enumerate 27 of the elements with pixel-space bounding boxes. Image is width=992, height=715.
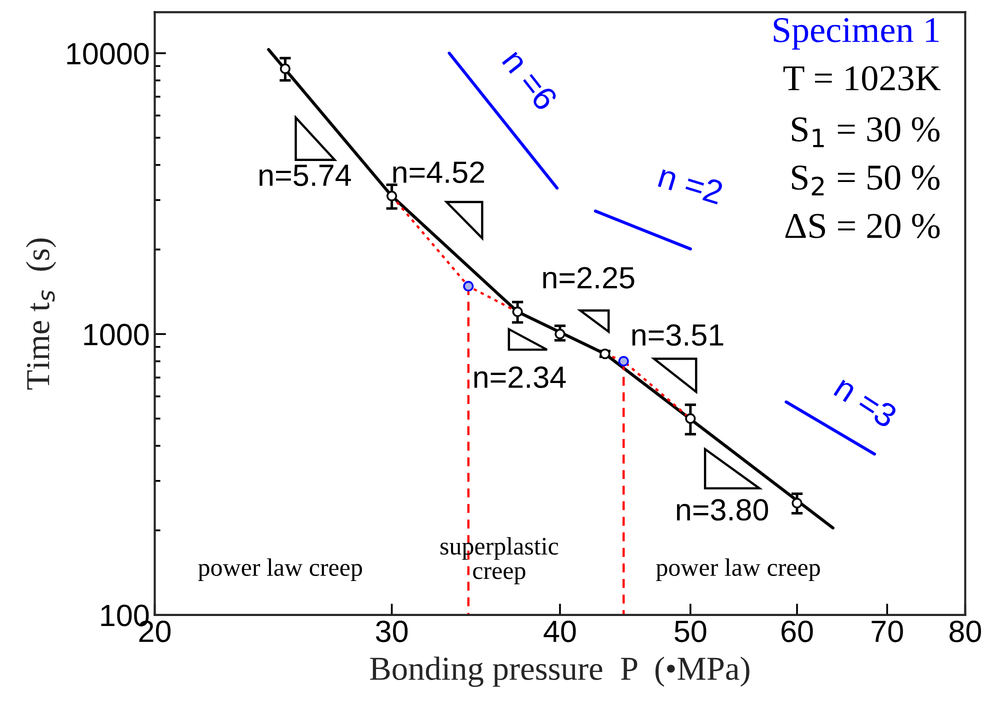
- x-tick-label: 60: [782, 620, 813, 642]
- x-tick-label: 50: [674, 620, 706, 642]
- annotation: n=5.74: [260, 164, 351, 186]
- annotation: n=2.25: [543, 266, 634, 289]
- annotation: T = 1023K: [783, 66, 941, 91]
- annotation: ΔS = 20 %: [785, 214, 940, 238]
- annotation: power law creep: [656, 558, 820, 582]
- annotation: superplastic creep: [440, 537, 558, 584]
- annotation: Specimen 1: [774, 18, 939, 50]
- y-tick-label: 10000: [67, 42, 149, 65]
- y-tick-label: 1000: [84, 324, 149, 346]
- annotation: n=2.34: [474, 366, 566, 388]
- x-axis-title: Bonding pressure P (•MPa): [370, 656, 750, 687]
- annotation: n =2: [658, 164, 724, 204]
- annotation: S$_{1}$ = 30 %: [792, 117, 940, 148]
- x-tick-label: 30: [376, 620, 408, 642]
- annotation: S$_{2}$ = 50 %: [792, 165, 940, 196]
- annotation: n=3.51: [632, 324, 724, 346]
- x-tick-label: 40: [544, 620, 576, 642]
- annotation: n=4.52: [393, 161, 484, 184]
- x-tick-label: 70: [872, 620, 903, 642]
- annotation: n =3: [833, 374, 898, 429]
- x-tick-label: 80: [950, 620, 982, 642]
- annotation: power law creep: [198, 558, 362, 582]
- annotation: n =6: [502, 48, 558, 112]
- y-axis-title: Time t$_{s}$ (s): [26, 238, 56, 390]
- annotation: n=3.80: [676, 499, 768, 521]
